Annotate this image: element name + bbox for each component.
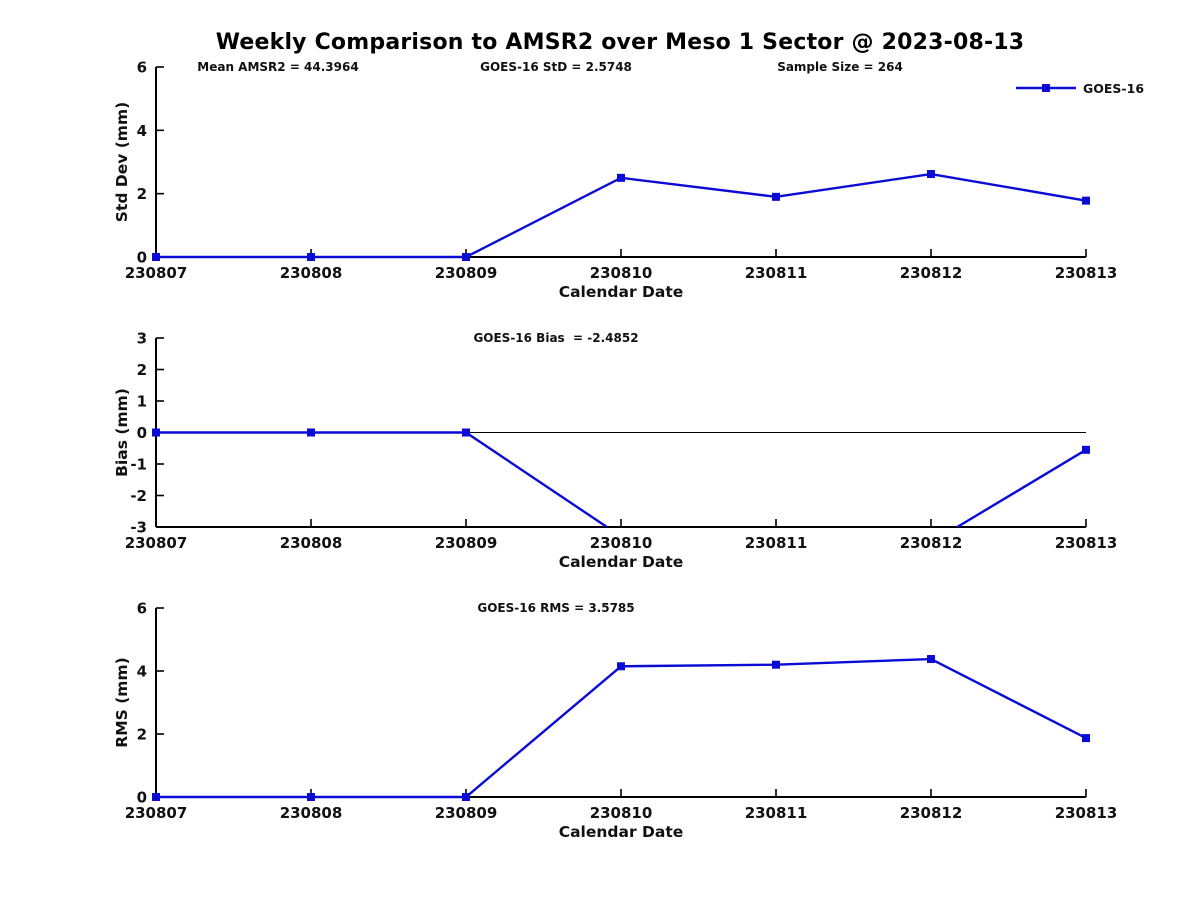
x-tick-label: 230808 <box>280 804 343 822</box>
x-tick-label: 230807 <box>125 804 188 822</box>
data-point-marker <box>152 793 160 801</box>
x-tick-label: 230812 <box>900 804 963 822</box>
x-tick-label: 230813 <box>1055 264 1118 282</box>
y-tick-label: -2 <box>130 487 147 505</box>
data-point-marker <box>1082 196 1090 205</box>
y-axis-label: Bias (mm) <box>113 388 131 477</box>
x-axis-label: Calendar Date <box>559 553 684 571</box>
y-tick-label: 3 <box>137 330 147 348</box>
y-tick-label: -3 <box>130 519 147 537</box>
data-point-marker <box>927 655 935 664</box>
data-point-marker <box>772 192 780 201</box>
x-tick-label: 230812 <box>900 264 963 282</box>
stat-annotation: GOES-16 Bias = -2.4852 <box>473 331 638 345</box>
series-line-rms <box>156 657 1087 799</box>
subplot-bias: -3 -2 -1 0 1 2 3 230807 230808 230809 230810 230811… <box>113 330 1117 572</box>
series-line-std-dev <box>156 172 1087 259</box>
series-markers-rms <box>152 655 1090 801</box>
y-tick-label: 0 <box>137 249 147 267</box>
stat-annotation: GOES-16 StD = 2.5748 <box>480 60 632 74</box>
data-point-marker <box>307 428 315 437</box>
x-tick-label: 230811 <box>745 264 808 282</box>
series-markers-std-dev <box>152 170 1090 261</box>
data-point-marker <box>1082 734 1090 743</box>
data-point-marker <box>462 428 470 437</box>
y-tick-label: 4 <box>137 663 147 681</box>
y-tick-label: 6 <box>137 600 147 618</box>
data-point-marker <box>462 793 470 801</box>
y-tick-label: 1 <box>137 393 147 411</box>
data-point-marker <box>307 253 315 261</box>
data-point-marker <box>152 253 160 261</box>
y-tick-label: 2 <box>137 361 147 379</box>
data-point-marker <box>772 660 780 669</box>
x-tick-label: 230810 <box>590 804 653 822</box>
x-tick-label: 230812 <box>900 534 963 552</box>
x-tick-label: 230808 <box>280 534 343 552</box>
x-tick-label: 230813 <box>1055 804 1118 822</box>
x-tick-label: 230809 <box>435 264 498 282</box>
data-point-marker <box>462 253 470 261</box>
legend-label: GOES-16 <box>1083 81 1144 96</box>
data-point-marker <box>927 170 935 179</box>
legend-marker-icon <box>1042 84 1050 92</box>
y-tick-label: 0 <box>137 424 147 442</box>
data-point-marker <box>617 662 625 671</box>
data-point-marker <box>617 173 625 182</box>
y-tick-label: 4 <box>137 122 147 140</box>
x-axis-label: Calendar Date <box>559 283 684 301</box>
data-point-marker <box>1082 445 1090 454</box>
series-markers-bias <box>152 428 1090 454</box>
stat-annotation: Mean AMSR2 = 44.3964 <box>197 60 358 74</box>
series-line-bias <box>156 431 1087 527</box>
y-tick-label: 6 <box>137 59 147 77</box>
stat-annotation: GOES-16 RMS = 3.5785 <box>477 601 634 615</box>
x-tick-label: 230807 <box>125 534 188 552</box>
stat-annotation: Sample Size = 264 <box>777 60 903 74</box>
x-tick-label: 230809 <box>435 534 498 552</box>
x-tick-label: 230809 <box>435 804 498 822</box>
y-tick-label: 2 <box>137 185 147 203</box>
x-axis-label: Calendar Date <box>559 823 684 841</box>
legend: GOES-16 <box>1016 81 1144 96</box>
y-tick-label: 0 <box>137 789 147 807</box>
figure-title: Weekly Comparison to AMSR2 over Meso 1 S… <box>215 30 1025 55</box>
x-tick-label: 230810 <box>590 534 653 552</box>
x-tick-label: 230808 <box>280 264 343 282</box>
subplot-std-dev: 0 2 4 6 230807 230808 230809 230810 230811 230812… <box>113 59 1117 302</box>
x-tick-label: 230811 <box>745 534 808 552</box>
data-point-marker <box>307 793 315 801</box>
subplot-rms: 0 2 4 6 230807 230808 230809 230810 230811 230812… <box>113 600 1117 842</box>
y-axis-label: Std Dev (mm) <box>113 102 131 222</box>
x-tick-label: 230807 <box>125 264 188 282</box>
data-point-marker <box>152 428 160 437</box>
y-tick-label: 2 <box>137 726 147 744</box>
x-tick-label: 230810 <box>590 264 653 282</box>
y-tick-label: -1 <box>130 456 147 474</box>
x-tick-label: 230811 <box>745 804 808 822</box>
y-axis-label: RMS (mm) <box>113 657 131 747</box>
x-tick-label: 230813 <box>1055 534 1118 552</box>
